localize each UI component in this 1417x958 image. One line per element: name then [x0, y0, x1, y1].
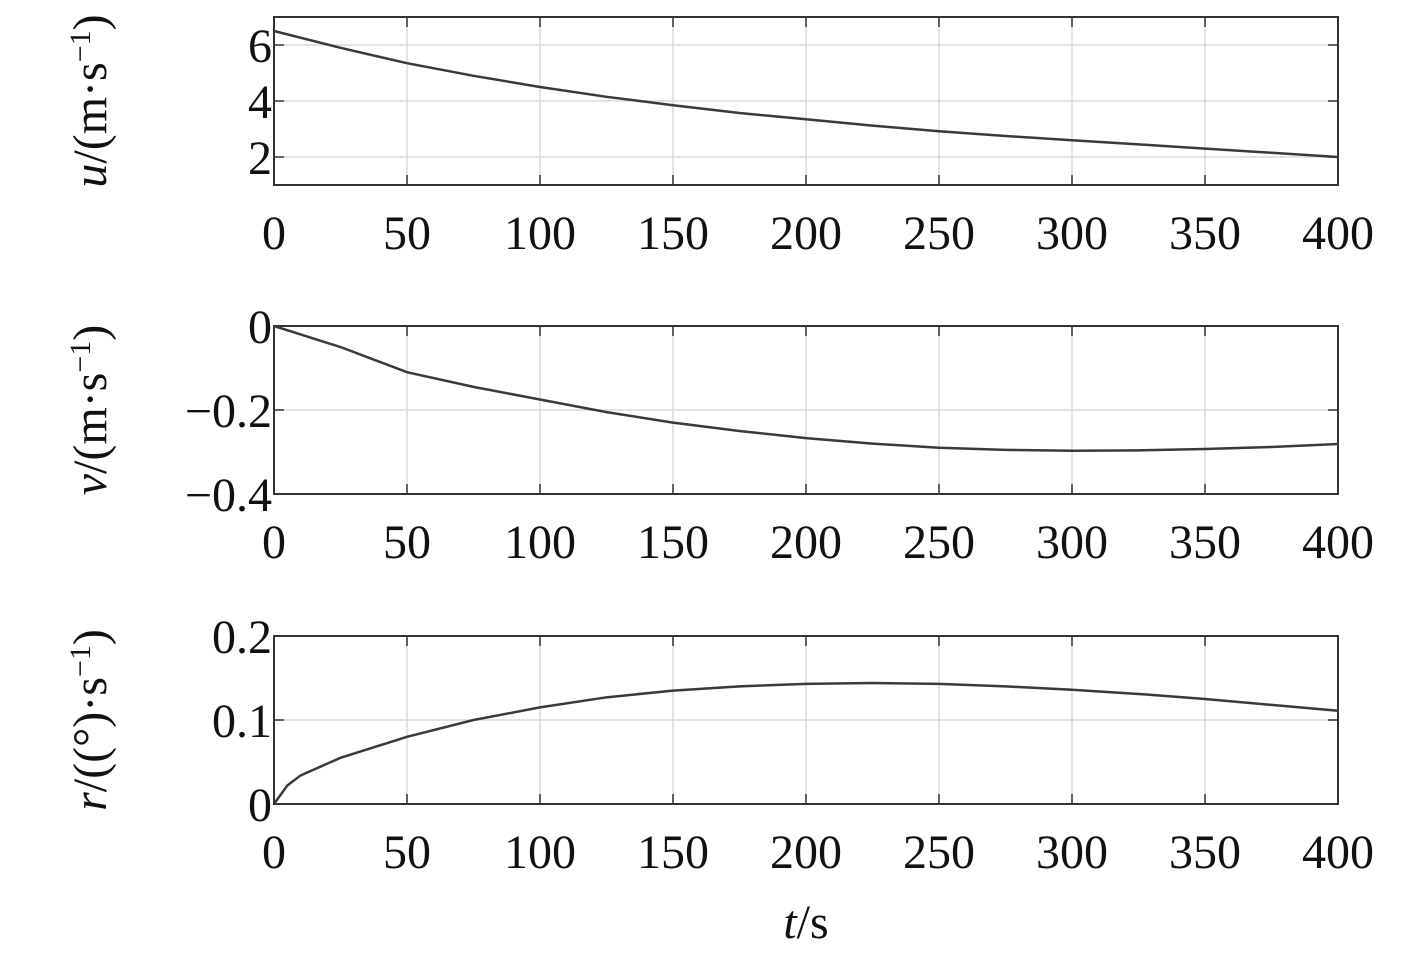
y-axis-label: u/(m·s−1) — [64, 14, 118, 187]
y-tick-label: 0.2 — [212, 611, 272, 664]
y-axis-label-part: u — [64, 164, 117, 188]
data-line — [273, 29, 1339, 159]
y-tick-label: 6 — [248, 20, 272, 73]
y-tick-label: 4 — [248, 76, 272, 129]
x-tick-label: 100 — [504, 207, 576, 260]
x-tick-label: 150 — [637, 516, 709, 569]
y-axis-label-part: −1 — [64, 645, 97, 677]
y-tick-label: −0.4 — [185, 469, 272, 522]
x-tick-label: 350 — [1169, 826, 1241, 879]
x-tick-label: 0 — [262, 516, 286, 569]
x-axis-label: t/s — [783, 896, 828, 949]
plot-frame — [273, 325, 1339, 495]
x-tick-label: 50 — [383, 207, 431, 260]
x-tick-label: 200 — [770, 207, 842, 260]
y-tick-label: 2 — [248, 132, 272, 185]
x-tick-label: 0 — [262, 207, 286, 260]
x-tick-label: 0 — [262, 826, 286, 879]
y-axis-label: v/(m·s−1) — [64, 325, 118, 496]
x-tick-label: 250 — [903, 207, 975, 260]
x-tick-label: 400 — [1302, 516, 1374, 569]
y-axis-label-part: /(m·s — [64, 62, 117, 163]
x-tick-label: 400 — [1302, 207, 1374, 260]
y-tick-label: 0 — [248, 779, 272, 832]
data-line — [273, 324, 1339, 452]
y-axis-label-part: /((°)·s — [64, 677, 117, 792]
plot-frame — [273, 16, 1339, 186]
x-tick-label: 250 — [903, 516, 975, 569]
x-tick-label: 300 — [1036, 207, 1108, 260]
x-tick-label: 50 — [383, 826, 431, 879]
y-axis-label-part: −1 — [64, 30, 97, 62]
x-tick-label: 250 — [903, 826, 975, 879]
y-axis-label: r/((°)·s−1) — [64, 629, 118, 811]
x-axis-label-part: t — [783, 896, 798, 949]
x-tick-label: 300 — [1036, 826, 1108, 879]
data-line — [272, 681, 1339, 805]
x-tick-label: 300 — [1036, 516, 1108, 569]
x-tick-label: 350 — [1169, 516, 1241, 569]
x-axis-label-part: /s — [797, 896, 829, 949]
y-tick-label: 0.1 — [212, 695, 272, 748]
y-axis-label-part: v — [64, 473, 117, 495]
x-tick-label: 100 — [504, 516, 576, 569]
y-axis-label-part: ) — [64, 14, 117, 30]
y-tick-label: −0.2 — [185, 385, 272, 438]
x-tick-label: 200 — [770, 826, 842, 879]
x-tick-label: 400 — [1302, 826, 1374, 879]
y-axis-label-part: /(m·s — [64, 373, 117, 474]
x-tick-label: 50 — [383, 516, 431, 569]
x-tick-label: 150 — [637, 207, 709, 260]
plot-frame — [273, 635, 1339, 805]
x-tick-label: 350 — [1169, 207, 1241, 260]
y-axis-label-part: r — [64, 792, 117, 811]
y-axis-label-part: −1 — [64, 341, 97, 373]
x-tick-label: 150 — [637, 826, 709, 879]
y-axis-label-part: ) — [64, 629, 117, 645]
x-tick-label: 200 — [770, 516, 842, 569]
x-tick-label: 100 — [504, 826, 576, 879]
y-tick-label: 0 — [248, 301, 272, 354]
y-axis-label-part: ) — [64, 325, 117, 341]
